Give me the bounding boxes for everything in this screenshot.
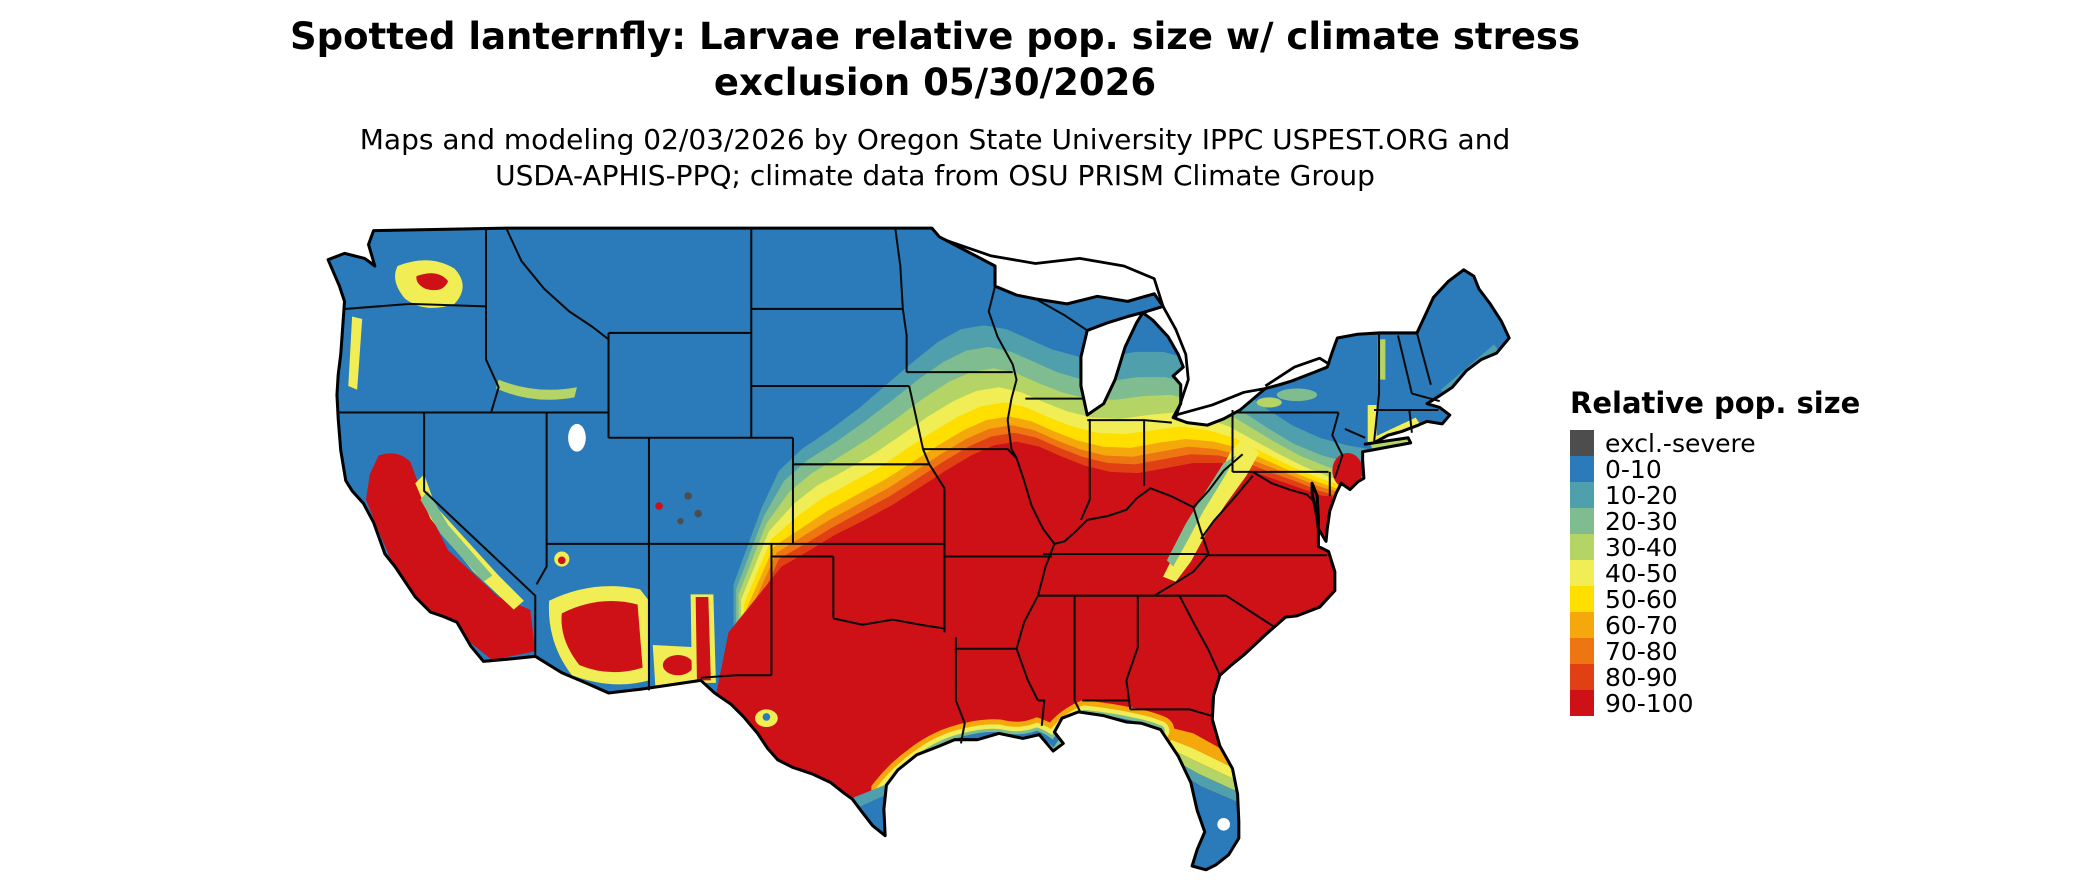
patch-columbia-basin-red — [416, 273, 449, 291]
legend-label-50-60: 50-60 — [1605, 584, 1678, 614]
page-title-line1: Spotted lanternfly: Larvae relative pop.… — [290, 15, 1580, 58]
legend-title: Relative pop. size — [1570, 386, 1861, 420]
state-borders — [338, 227, 1440, 744]
legend-row-60-70: 60-70 — [1570, 610, 1860, 640]
legend-row-40-50: 40-50 — [1570, 558, 1860, 588]
patch-finger-lakes-1 — [1276, 388, 1318, 402]
legend: Relative pop. size excl.-severe 0-10 10-… — [1570, 386, 1861, 718]
patch-fl-yellow — [1155, 733, 1242, 783]
patch-rockies-excl-2 — [694, 509, 702, 518]
legend-row-10-20: 10-20 — [1570, 480, 1860, 510]
legend-swatch-90-100 — [1570, 690, 1594, 716]
legend-label-60-70: 60-70 — [1605, 610, 1678, 640]
legend-label-40-50: 40-50 — [1605, 558, 1678, 588]
legend-label-80-90: 80-90 — [1605, 662, 1678, 692]
patch-california-red — [366, 453, 536, 661]
patch-nm-bootheel-red — [662, 655, 694, 676]
legend-swatch-10-20 — [1570, 482, 1594, 508]
page-subtitle-line2: USDA-APHIS-PPQ; climate data from OSU PR… — [495, 159, 1375, 192]
patch-swutah-red — [558, 556, 566, 565]
legend-row-80-90: 80-90 — [1570, 662, 1860, 692]
patch-sierra-green — [420, 490, 493, 582]
page-title-line2: exclusion 05/30/2026 — [713, 61, 1157, 104]
us-outline — [326, 226, 1511, 872]
legend-row-50-60: 50-60 — [1570, 584, 1860, 614]
legend-swatch-60-70 — [1570, 612, 1594, 638]
page-subtitle: Maps and modeling 02/03/2026 by Oregon S… — [0, 122, 1870, 194]
legend-label-20-30: 20-30 — [1605, 506, 1678, 536]
legend-label-70-80: 70-80 — [1605, 636, 1678, 666]
patch-willamette-valley — [348, 316, 363, 390]
title-block: Spotted lanternfly: Larvae relative pop.… — [0, 14, 1870, 194]
patch-appalachia-green — [1166, 455, 1237, 567]
legend-swatch-excl — [1570, 430, 1594, 456]
patch-fl-yg — [1159, 743, 1243, 794]
legend-label-10-20: 10-20 — [1605, 480, 1678, 510]
us-map-svg — [326, 226, 1511, 872]
great-salt-lake — [568, 423, 586, 452]
legend-label-excl: excl.-severe — [1605, 428, 1756, 458]
legend-swatch-0-10 — [1570, 456, 1594, 482]
legend-swatch-50-60 — [1570, 586, 1594, 612]
patch-rio-grande-red — [695, 596, 711, 681]
legend-label-30-40: 30-40 — [1605, 532, 1678, 562]
legend-label-0-10: 0-10 — [1605, 454, 1662, 484]
legend-swatch-40-50 — [1570, 560, 1594, 586]
us-map-canvas — [296, 218, 1540, 890]
legend-row-30-40: 30-40 — [1570, 532, 1860, 562]
lakes-border-line — [946, 239, 1331, 419]
patch-arizona-red — [561, 601, 643, 673]
patch-stx-blue — [859, 794, 888, 837]
lake-okeechobee — [1217, 818, 1230, 831]
legend-swatch-80-90 — [1570, 664, 1594, 690]
patch-appalachia-yellow — [1163, 437, 1260, 582]
patch-davis-mtns-blue — [762, 713, 771, 721]
legend-swatch-70-80 — [1570, 638, 1594, 664]
patch-fl-south-blue — [1165, 763, 1243, 870]
page-subtitle-line1: Maps and modeling 02/03/2026 by Oregon S… — [359, 123, 1511, 156]
patch-fl-orange — [1152, 723, 1241, 772]
legend-row-0-10: 0-10 — [1570, 454, 1860, 484]
legend-row-70-80: 70-80 — [1570, 636, 1860, 666]
patch-finger-lakes-2 — [1256, 397, 1282, 408]
legend-swatch-20-30 — [1570, 508, 1594, 534]
patch-snake-river-plain — [496, 379, 577, 400]
patch-rockies-excl-3 — [677, 518, 684, 525]
legend-label-90-100: 90-100 — [1605, 688, 1694, 718]
patch-sierra-yellow — [415, 474, 524, 610]
legend-row-90-100: 90-100 — [1570, 688, 1860, 718]
patch-stx-teal — [849, 783, 888, 810]
legend-row-20-30: 20-30 — [1570, 506, 1860, 536]
patch-grand-junction-red — [655, 502, 663, 510]
legend-row-excl: excl.-severe — [1570, 428, 1860, 458]
page-title: Spotted lanternfly: Larvae relative pop.… — [0, 14, 1870, 106]
legend-swatch-30-40 — [1570, 534, 1594, 560]
patch-rockies-excl-1 — [684, 492, 692, 500]
